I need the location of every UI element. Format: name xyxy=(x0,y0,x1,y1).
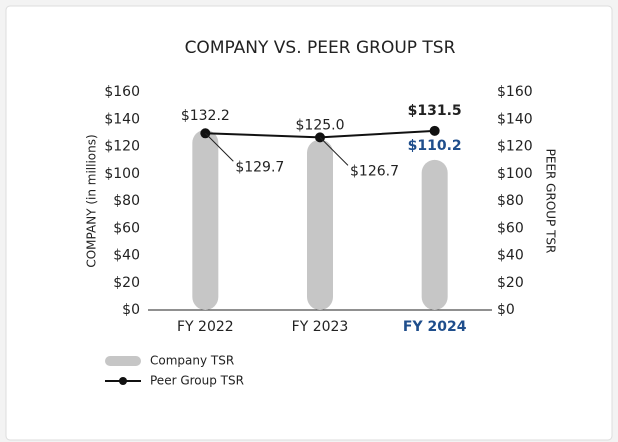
y-axis-title: COMPANY (in millions) xyxy=(85,134,99,267)
leader-line xyxy=(319,137,349,166)
y2-tick-label: $0 xyxy=(497,302,515,318)
y-tick-label: $100 xyxy=(104,166,140,182)
x-tick-label: FY 2024 xyxy=(403,319,467,335)
chart-title: COMPANY VS. PEER GROUP TSR xyxy=(185,38,456,58)
bar-value-label: $110.2 xyxy=(408,138,462,154)
y-tick-label: $0 xyxy=(122,302,140,318)
y2-axis-title: PEER GROUP TSR xyxy=(544,149,558,254)
y2-tick-label: $160 xyxy=(497,84,533,100)
y2-tick-label: $20 xyxy=(497,275,524,291)
line-point xyxy=(429,125,440,136)
legend-label: Peer Group TSR xyxy=(150,374,244,388)
y2-tick-label: $60 xyxy=(497,220,524,236)
y-tick-label: $40 xyxy=(113,248,140,264)
y2-tick-label: $120 xyxy=(497,139,533,155)
y-tick-label: $140 xyxy=(104,111,140,127)
bar xyxy=(421,159,448,310)
legend-swatch xyxy=(105,356,141,366)
line-value-label: $131.5 xyxy=(408,103,462,119)
legend-label: Company TSR xyxy=(150,354,234,368)
x-tick-label: FY 2023 xyxy=(292,319,349,335)
x-tick-label: FY 2022 xyxy=(177,319,234,335)
bar xyxy=(307,139,333,310)
line-value-label: $129.7 xyxy=(235,159,284,175)
bar-value-label: $125.0 xyxy=(296,118,345,134)
bar xyxy=(192,129,219,310)
y2-tick-label: $140 xyxy=(497,111,533,127)
bar-value-label: $132.2 xyxy=(181,108,230,124)
leader-line xyxy=(204,132,234,162)
y-tick-label: $160 xyxy=(104,84,140,100)
y-tick-label: $20 xyxy=(113,275,140,291)
line-value-label: $126.7 xyxy=(350,163,399,179)
y-tick-label: $120 xyxy=(104,139,140,155)
legend-swatch xyxy=(119,377,127,385)
y2-tick-label: $40 xyxy=(497,248,524,264)
y-tick-label: $60 xyxy=(113,220,140,236)
y2-tick-label: $80 xyxy=(497,193,524,209)
y2-tick-label: $100 xyxy=(497,166,533,182)
y-tick-label: $80 xyxy=(113,193,140,209)
